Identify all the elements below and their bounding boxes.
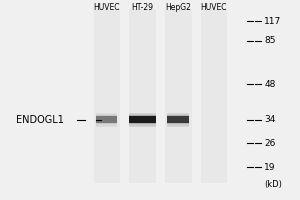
Bar	[129, 126, 156, 127]
Bar	[129, 114, 156, 115]
Bar	[94, 9, 120, 183]
Bar	[97, 124, 117, 126]
Text: (kD): (kD)	[264, 180, 282, 189]
Bar	[165, 9, 192, 183]
Bar	[129, 123, 156, 124]
Bar	[167, 116, 189, 123]
Text: 48: 48	[264, 80, 276, 89]
Bar	[200, 9, 227, 183]
Bar	[97, 113, 117, 114]
Bar	[129, 124, 156, 126]
Text: 117: 117	[264, 17, 282, 26]
Bar	[97, 123, 117, 124]
Text: ENDOGL1: ENDOGL1	[16, 115, 64, 125]
Bar	[167, 124, 189, 126]
Text: HT-29: HT-29	[132, 3, 154, 12]
Bar	[97, 115, 117, 116]
Bar	[97, 114, 117, 115]
Text: HUVEC: HUVEC	[94, 3, 120, 12]
Bar	[167, 115, 189, 116]
Bar	[129, 9, 156, 183]
Bar	[97, 126, 117, 127]
Bar	[167, 123, 189, 124]
Text: 34: 34	[264, 115, 276, 124]
Bar	[129, 113, 156, 114]
Bar	[129, 116, 156, 123]
Text: 85: 85	[264, 36, 276, 45]
Bar	[97, 116, 117, 123]
Text: 26: 26	[264, 139, 276, 148]
Bar	[167, 113, 189, 114]
Text: 19: 19	[264, 163, 276, 172]
Text: HepG2: HepG2	[165, 3, 191, 12]
Bar	[167, 126, 189, 127]
Bar	[129, 115, 156, 116]
Text: HUVEC: HUVEC	[201, 3, 227, 12]
Bar	[167, 114, 189, 115]
